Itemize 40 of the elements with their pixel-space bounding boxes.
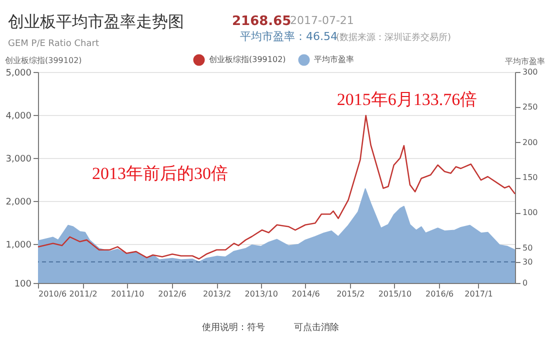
x-tick-label: 2014/6 [292, 290, 320, 298]
annotation: 2015年6月133.76倍 [336, 90, 478, 109]
y-tick-label: 3,000 [6, 154, 32, 165]
x-tick-label: 2017/1 [464, 290, 493, 298]
y-tick-label: 1,000 [6, 240, 32, 251]
x-tick-label: 2011/10 [110, 290, 144, 298]
y-tick-label: 100 [14, 280, 32, 290]
text: 使用说明：符号 [202, 322, 265, 333]
text: 2017-07-21 [290, 14, 354, 27]
y2-axis-title: 平均市盈率 [505, 57, 545, 66]
x-tick-label: 2010/6 [38, 290, 67, 298]
y2-tick-label: 50 [522, 243, 533, 252]
text: 2168.65 [232, 14, 292, 29]
legend-label: 创业板综指(399102) [209, 55, 286, 64]
y2-tick-label: 300 [522, 68, 538, 76]
y2-tick-label: 150 [522, 173, 538, 182]
x-tick-label: 2016/6 [425, 290, 454, 298]
text: 平均市盈率：46.54 [240, 30, 338, 43]
y2-tick-label: 100 [522, 208, 538, 218]
text: (数据来源：深圳证券交易所) [336, 32, 452, 43]
y-tick-label: 4,000 [6, 112, 32, 122]
x-tick-label: 2015/10 [378, 290, 412, 298]
y2-tick-label: 200 [522, 138, 538, 147]
y-tick-label: 2,000 [6, 198, 32, 208]
x-tick-label: 2015/2 [336, 290, 365, 298]
x-tick-label: 2013/2 [203, 290, 232, 298]
y2-tick-label: 250 [522, 102, 538, 112]
x-tick-label: 2013/10 [244, 290, 278, 298]
x-tick-label: 2011/2 [69, 290, 98, 298]
line-series [37, 114, 516, 260]
y2-tick-label: 0 [522, 278, 528, 288]
chart-subtitle: GEM P/E Ratio Chart [8, 39, 100, 49]
text: 可点击消除 [294, 322, 339, 333]
y-tick-label: 5,000 [6, 68, 32, 78]
chart-title: 创业板平均市盈率走势图 [8, 12, 184, 31]
x-tick-label: 2012/6 [158, 290, 186, 298]
y2-tick-label: 30 [522, 257, 533, 266]
annotation: 2013年前后的30倍 [92, 164, 228, 183]
legend-label: 平均市盈率 [314, 55, 354, 64]
y-axis-title: 创业板综指(399102) [5, 56, 82, 65]
